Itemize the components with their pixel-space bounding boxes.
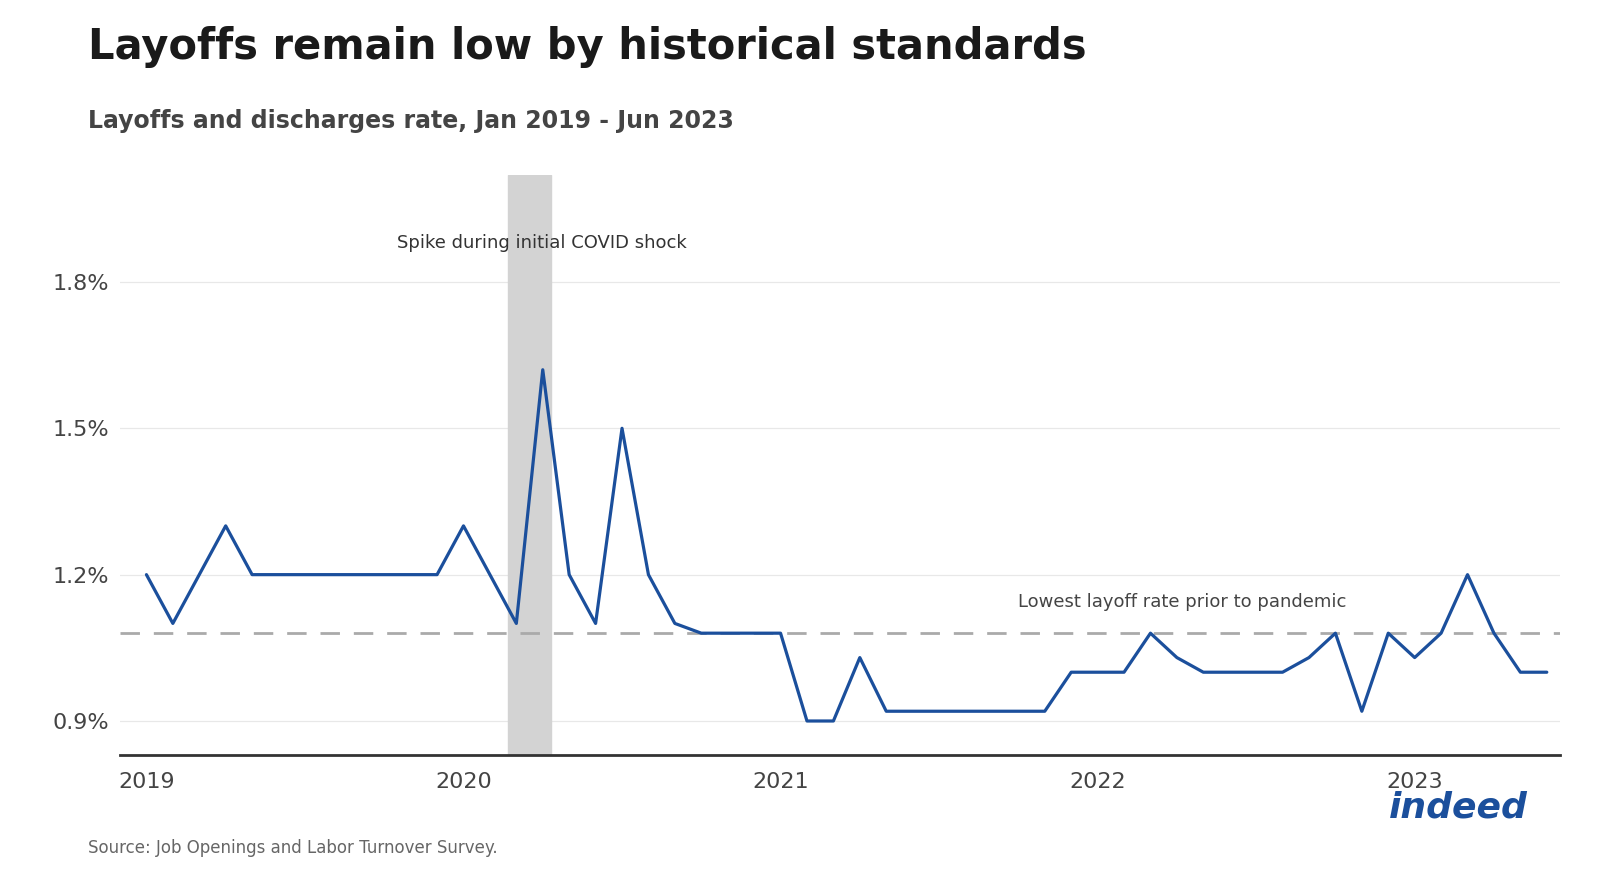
Text: Layoffs and discharges rate, Jan 2019 - Jun 2023: Layoffs and discharges rate, Jan 2019 - … — [88, 109, 734, 133]
Text: Lowest layoff rate prior to pandemic: Lowest layoff rate prior to pandemic — [1018, 594, 1347, 611]
Text: Source: Job Openings and Labor Turnover Survey.: Source: Job Openings and Labor Turnover … — [88, 839, 498, 857]
Text: indeed: indeed — [1389, 791, 1528, 825]
Bar — [509, 175, 550, 755]
Text: Spike during initial COVID shock: Spike during initial COVID shock — [397, 234, 686, 252]
Text: Layoffs remain low by historical standards: Layoffs remain low by historical standar… — [88, 26, 1086, 68]
